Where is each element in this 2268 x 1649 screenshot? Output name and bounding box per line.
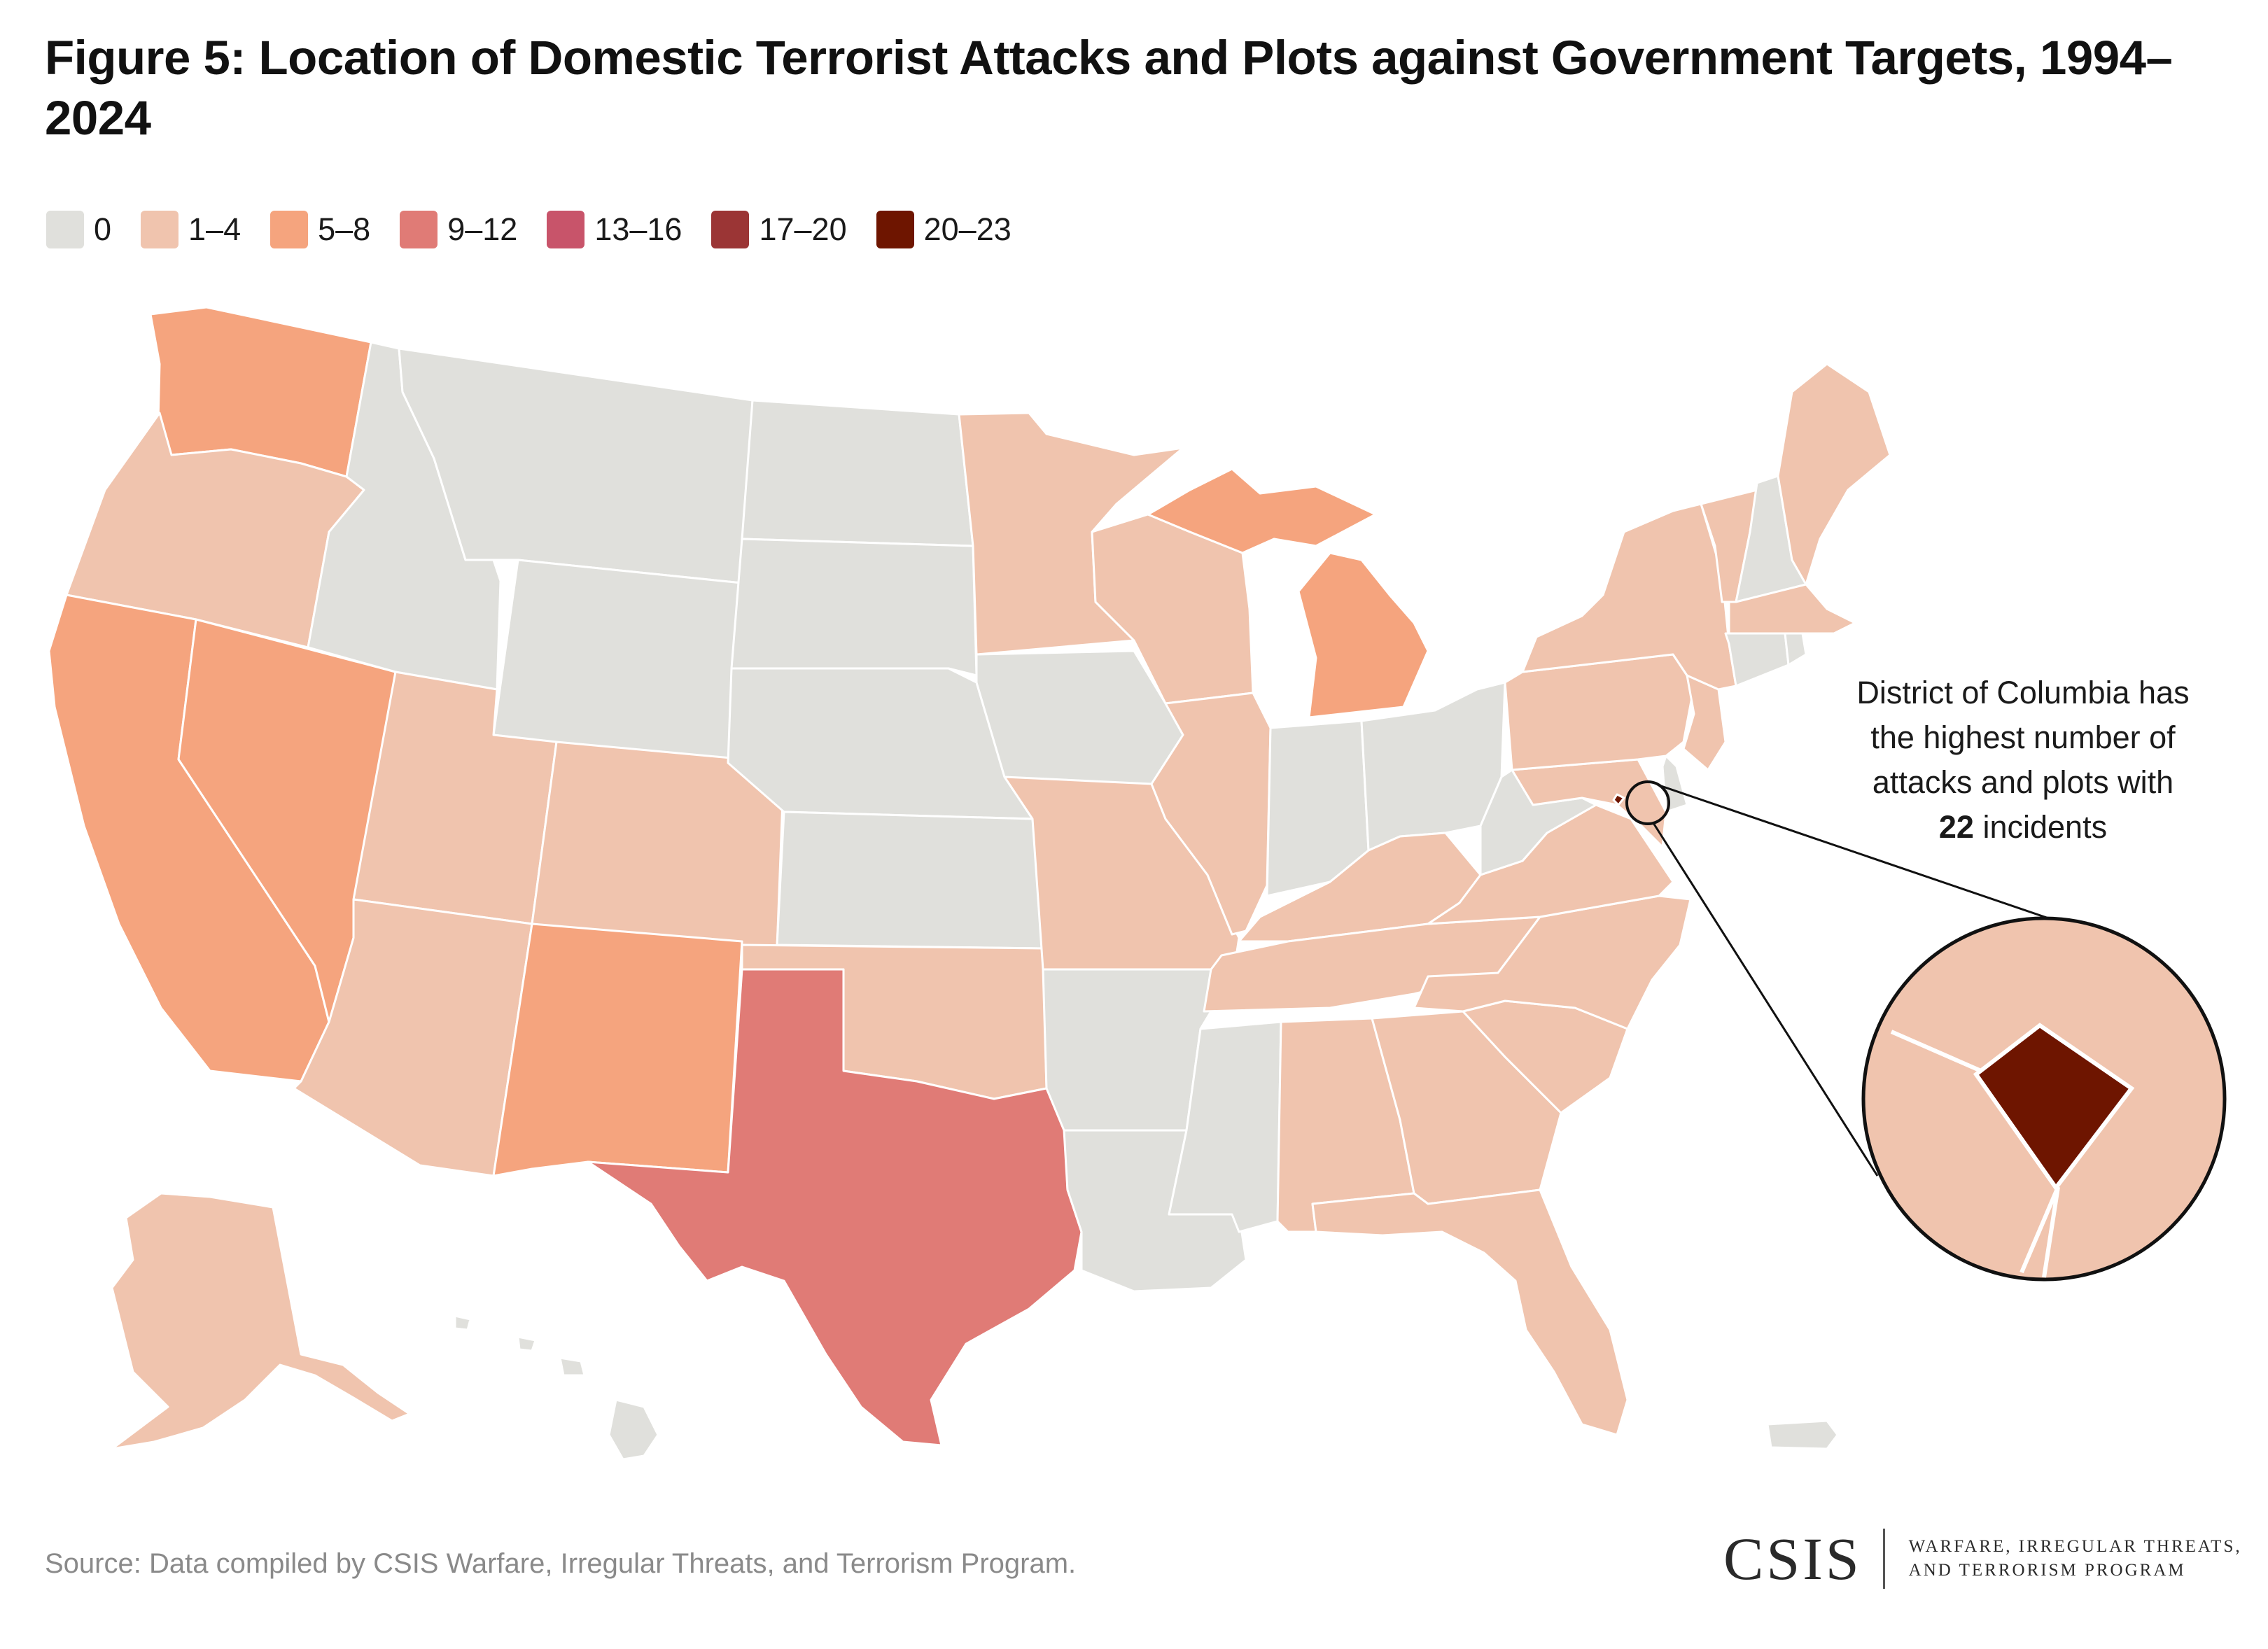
legend-item-17-20: 17–20 xyxy=(711,211,847,248)
callout-leader-line xyxy=(1660,785,2066,925)
legend-item-0: 0 xyxy=(46,211,111,248)
legend-swatch xyxy=(547,211,585,248)
state-pr xyxy=(1766,1419,1839,1450)
legend-swatch xyxy=(711,211,750,248)
dc-callout xyxy=(1625,780,2227,1282)
legend: 0 1–4 5–8 9–12 13–16 17–20 20–23 xyxy=(46,209,1041,251)
state-pa xyxy=(1504,653,1695,771)
state-fl xyxy=(1311,1188,1629,1436)
legend-label: 1–4 xyxy=(188,211,241,247)
legend-item-9-12: 9–12 xyxy=(400,211,517,248)
legend-label: 5–8 xyxy=(318,211,371,247)
state-sd xyxy=(730,538,978,677)
dc-annotation: District of Columbia has the highest num… xyxy=(1792,671,2254,850)
legend-label: 20–23 xyxy=(923,211,1011,247)
logo-tag-line: AND TERRORISM PROGRAM xyxy=(1908,1561,2186,1580)
state-wy xyxy=(492,559,743,764)
legend-label: 9–12 xyxy=(447,211,518,247)
legend-swatch xyxy=(46,211,84,248)
logo-divider xyxy=(1882,1529,1885,1589)
state-mi xyxy=(1147,468,1429,719)
dc-zoom-shape xyxy=(1973,1023,2135,1192)
state-mn xyxy=(958,412,1184,656)
zoom-borders xyxy=(1890,1030,2060,1278)
state-dc-small xyxy=(1612,793,1625,806)
state-hi xyxy=(454,1314,659,1461)
legend-item-1-4: 1–4 xyxy=(141,211,241,248)
state-ny xyxy=(1521,503,1737,691)
dc-marker-circle xyxy=(1625,780,1670,825)
annotation-line: the highest number of xyxy=(1870,720,2176,755)
legend-swatch xyxy=(270,211,309,248)
legend-label: 17–20 xyxy=(759,211,847,247)
legend-item-20-23: 20–23 xyxy=(876,211,1011,248)
annotation-suffix: incidents xyxy=(1973,809,2108,845)
state-nd xyxy=(741,399,974,547)
state-wv xyxy=(1479,769,1597,876)
csis-logo: CSIS WARFARE, IRREGULAR THREATS, AND TER… xyxy=(1723,1527,2242,1590)
logo-tagline: WARFARE, IRREGULAR THREATS, AND TERRORIS… xyxy=(1909,1535,2242,1583)
callout-leader-line xyxy=(1652,822,1879,1177)
state-il xyxy=(1150,692,1272,936)
annotation-line: District of Columbia has xyxy=(1856,675,2190,710)
logo-wordmark: CSIS xyxy=(1723,1525,1862,1592)
annotation-line: 22 incidents xyxy=(1792,805,2254,850)
state-ri xyxy=(1784,632,1807,666)
state-tx xyxy=(587,968,1083,1447)
legend-swatch xyxy=(400,211,438,248)
annotation-highlight: 22 xyxy=(1938,809,1974,845)
state-ak xyxy=(111,1192,411,1450)
state-nm xyxy=(492,922,743,1177)
legend-swatch xyxy=(876,211,914,248)
legend-item-13-16: 13–16 xyxy=(547,211,682,248)
legend-swatch xyxy=(141,211,179,248)
state-me xyxy=(1777,363,1891,586)
state-ct xyxy=(1724,632,1790,687)
source-note: Source: Data compiled by CSIS Warfare, I… xyxy=(45,1548,1077,1579)
figure-title: Figure 5: Location of Domestic Terrorist… xyxy=(45,31,2173,145)
annotation-line: attacks and plots with xyxy=(1872,764,2174,800)
logo-tag-line: WARFARE, IRREGULAR THREATS, xyxy=(1908,1537,2242,1556)
legend-label: 0 xyxy=(94,211,112,247)
state-wa xyxy=(149,306,372,478)
state-de xyxy=(1661,755,1688,813)
legend-item-5-8: 5–8 xyxy=(270,211,370,248)
legend-label: 13–16 xyxy=(594,211,682,247)
state-ks xyxy=(776,811,1044,950)
